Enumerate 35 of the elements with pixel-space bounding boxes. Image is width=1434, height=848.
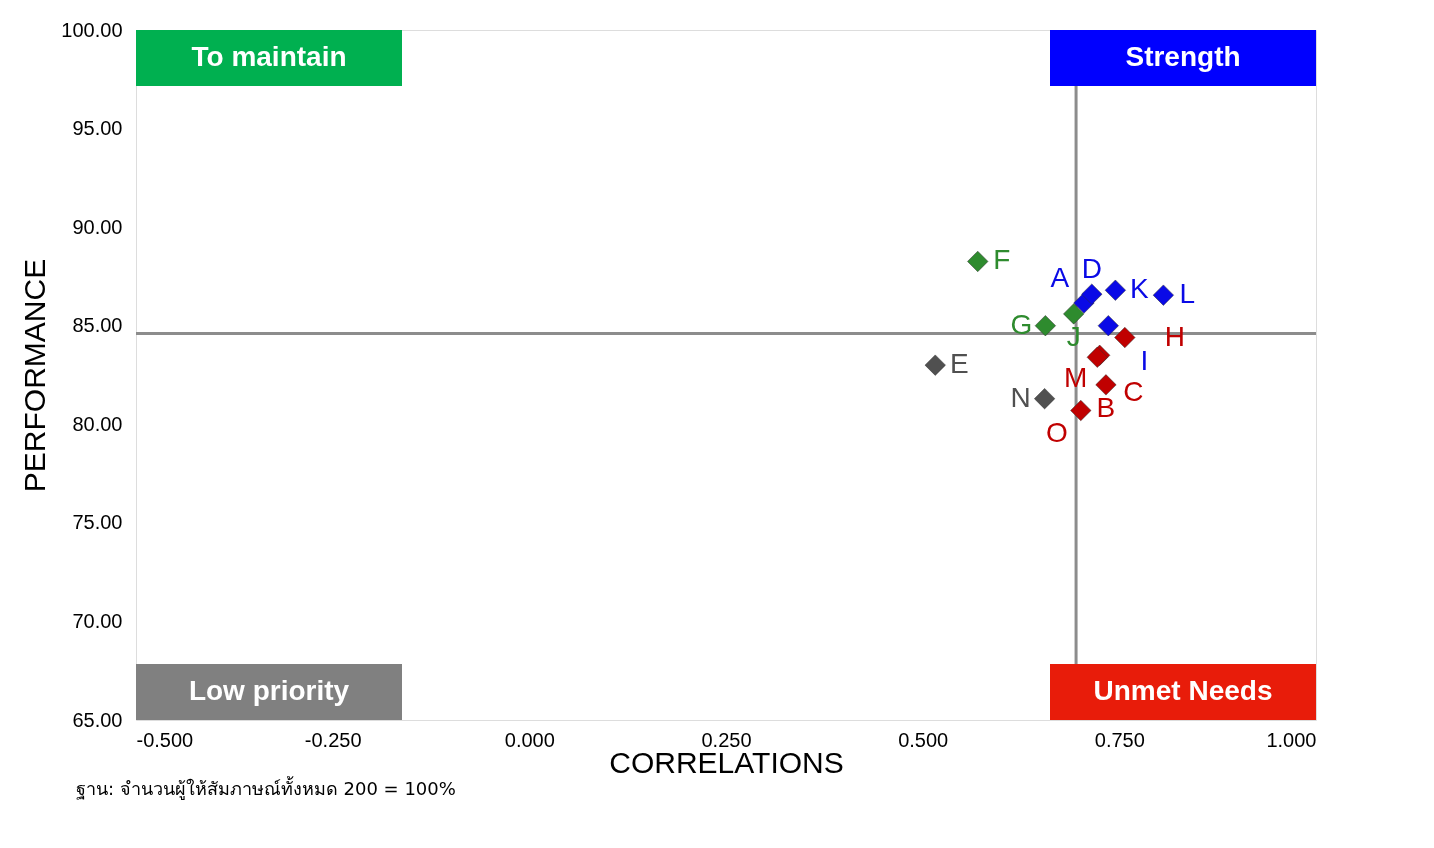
- data-label: K: [1130, 273, 1150, 305]
- y-tick-label: 90.00: [72, 215, 123, 238]
- x-tick-label: 1.000: [1266, 728, 1317, 751]
- y-axis-title: PERFORMANCE: [18, 258, 52, 493]
- data-label: H: [1164, 320, 1185, 352]
- data-label: C: [1123, 376, 1144, 408]
- data-label: L: [1179, 278, 1196, 310]
- y-tick-label: 95.00: [72, 117, 123, 140]
- x-tick-label: 0.500: [898, 728, 949, 751]
- text: ฐาน: จำนวนผู้ให้สัมภาษณ์ทั้งหมด 200 = 100%: [76, 776, 456, 800]
- x-tick-label: -0.250: [304, 728, 362, 751]
- y-tick-label: 75.00: [72, 511, 123, 534]
- data-label: O: [1045, 417, 1068, 449]
- x-tick-label: 0.250: [701, 728, 752, 751]
- data-label: G: [1010, 308, 1033, 340]
- y-tick-label: 65.00: [72, 708, 123, 731]
- x-tick-label: 0.750: [1094, 728, 1145, 751]
- data-label: F: [993, 244, 1011, 276]
- data-label: I: [1140, 344, 1149, 376]
- y-tick-label: 100.00: [61, 18, 123, 41]
- data-label: N: [1010, 381, 1031, 413]
- y-tick-label: 70.00: [72, 609, 123, 632]
- data-label: E: [949, 348, 969, 380]
- y-tick-label: 80.00: [72, 412, 123, 435]
- data-label: M: [1064, 362, 1088, 394]
- x-tick-label: -0.500: [136, 728, 194, 751]
- annotation: Unmet Needs: [1093, 675, 1273, 706]
- x-tick-label: 0.000: [504, 728, 555, 751]
- annotation: Low priority: [188, 675, 350, 706]
- annotation: To maintain: [191, 41, 347, 72]
- y-tick-label: 85.00: [72, 314, 123, 337]
- data-label: D: [1081, 253, 1102, 285]
- data-label: A: [1050, 262, 1070, 294]
- data-label: B: [1096, 391, 1116, 423]
- annotation: Strength: [1125, 41, 1241, 72]
